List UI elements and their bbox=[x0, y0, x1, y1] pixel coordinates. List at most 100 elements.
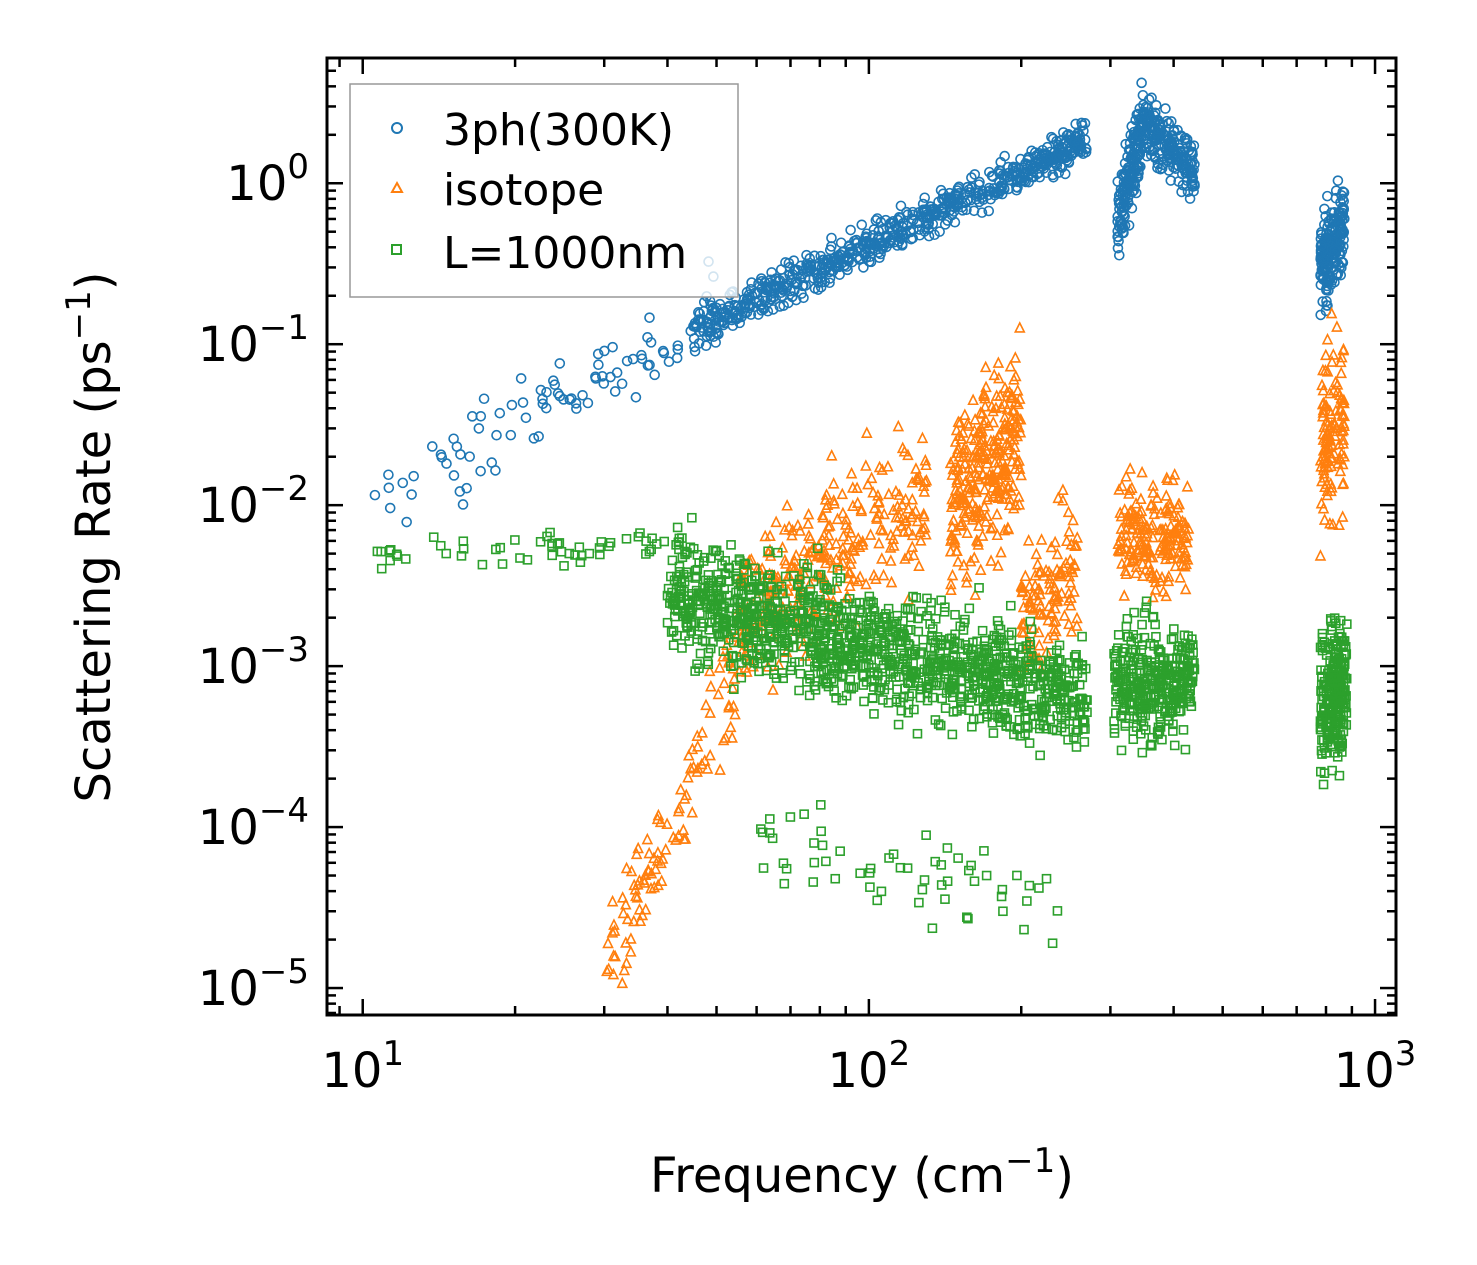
legend-marker-boundary bbox=[391, 244, 402, 255]
circle-point bbox=[406, 489, 417, 500]
circle-point bbox=[746, 277, 757, 288]
circle-point bbox=[1002, 172, 1014, 183]
square-point bbox=[736, 581, 747, 592]
square-point bbox=[831, 606, 841, 617]
square-point bbox=[846, 656, 856, 667]
triangle-point bbox=[1179, 530, 1192, 543]
circle-point bbox=[397, 477, 409, 489]
triangle-point bbox=[641, 832, 654, 845]
triangle-point bbox=[980, 380, 992, 393]
square-point bbox=[917, 884, 928, 895]
circle-point bbox=[571, 403, 582, 414]
square-point bbox=[809, 838, 819, 848]
circle-point bbox=[1186, 148, 1198, 160]
triangle-point bbox=[1004, 359, 1017, 372]
triangle-point bbox=[684, 761, 697, 774]
triangle-point bbox=[1179, 582, 1192, 595]
circle-point bbox=[1020, 176, 1031, 188]
circle-point bbox=[962, 181, 973, 193]
triangle-point bbox=[770, 515, 782, 528]
circle-point bbox=[1045, 151, 1057, 163]
square-point bbox=[942, 843, 953, 853]
square-point bbox=[893, 719, 904, 730]
triangle-point bbox=[951, 446, 964, 459]
square-point bbox=[942, 876, 953, 886]
triangle-point bbox=[1320, 399, 1333, 411]
square-point bbox=[828, 676, 839, 687]
triangle-point bbox=[822, 520, 835, 532]
circle-point bbox=[1038, 163, 1050, 174]
circle-point bbox=[1066, 150, 1077, 161]
square-point bbox=[1079, 737, 1090, 747]
square-point bbox=[748, 635, 759, 646]
circle-point bbox=[705, 310, 717, 321]
circle-point bbox=[858, 262, 869, 273]
square-point bbox=[764, 590, 774, 601]
triangle-point bbox=[985, 554, 997, 566]
circle-point bbox=[1009, 165, 1021, 177]
triangle-point bbox=[1337, 476, 1350, 489]
square-point bbox=[939, 663, 949, 673]
square-point bbox=[763, 546, 773, 557]
triangle-point bbox=[1136, 512, 1148, 524]
triangle-point bbox=[1060, 534, 1073, 547]
triangle-point bbox=[1333, 437, 1346, 450]
square-point bbox=[1184, 697, 1195, 707]
triangle-point bbox=[1180, 557, 1192, 570]
triangle-point bbox=[1181, 479, 1194, 492]
circle-point bbox=[505, 429, 517, 441]
triangle-point bbox=[1136, 523, 1149, 535]
square-point bbox=[869, 709, 879, 719]
triangle-point bbox=[1160, 489, 1173, 501]
triangle-point bbox=[907, 548, 920, 561]
triangle-point bbox=[1168, 508, 1180, 521]
square-point bbox=[776, 621, 787, 632]
triangle-point bbox=[704, 706, 716, 718]
triangle-point bbox=[898, 525, 910, 537]
square-point bbox=[750, 632, 761, 642]
square-point bbox=[1153, 729, 1163, 739]
square-point bbox=[1122, 687, 1133, 698]
triangle-point bbox=[825, 449, 838, 461]
triangle-point bbox=[705, 679, 717, 692]
circle-point bbox=[1051, 153, 1062, 164]
circle-point bbox=[466, 411, 478, 422]
square-point bbox=[1019, 924, 1029, 935]
y-tick-label-0.0001: 10−4 bbox=[198, 791, 309, 856]
y-tick-label-0.001: 10−3 bbox=[198, 630, 309, 695]
square-point bbox=[1036, 694, 1047, 705]
square-point bbox=[789, 571, 799, 581]
triangle-point bbox=[1335, 366, 1348, 379]
square-point bbox=[1020, 714, 1030, 725]
square-point bbox=[967, 721, 977, 732]
square-point bbox=[1156, 697, 1167, 708]
square-point bbox=[621, 533, 632, 544]
triangle-point bbox=[947, 462, 960, 475]
circle-point bbox=[907, 209, 919, 221]
triangle-point bbox=[1063, 586, 1075, 599]
circle-point bbox=[884, 234, 896, 246]
circle-point bbox=[1148, 144, 1160, 155]
square-point bbox=[927, 630, 937, 641]
square-point bbox=[1135, 728, 1146, 739]
triangle-point bbox=[679, 832, 692, 844]
square-point bbox=[870, 615, 880, 625]
triangle-point bbox=[1064, 575, 1077, 588]
square-point bbox=[959, 617, 969, 628]
triangle-point bbox=[992, 491, 1005, 503]
square-point bbox=[1329, 613, 1340, 623]
triangle-point bbox=[724, 720, 737, 733]
square-point bbox=[977, 625, 988, 636]
square-point bbox=[949, 644, 960, 655]
circle-point bbox=[1136, 117, 1147, 128]
x-axis-title: Frequency (cm−1) bbox=[650, 1141, 1074, 1204]
square-point bbox=[1176, 645, 1187, 655]
triangle-point bbox=[1179, 516, 1191, 529]
circle-point bbox=[1185, 141, 1197, 152]
square-point bbox=[595, 549, 605, 560]
triangle-point bbox=[1051, 547, 1064, 560]
square-point bbox=[981, 647, 992, 658]
square-point bbox=[869, 667, 879, 677]
circle-point bbox=[931, 207, 942, 219]
triangle-point bbox=[820, 488, 833, 500]
